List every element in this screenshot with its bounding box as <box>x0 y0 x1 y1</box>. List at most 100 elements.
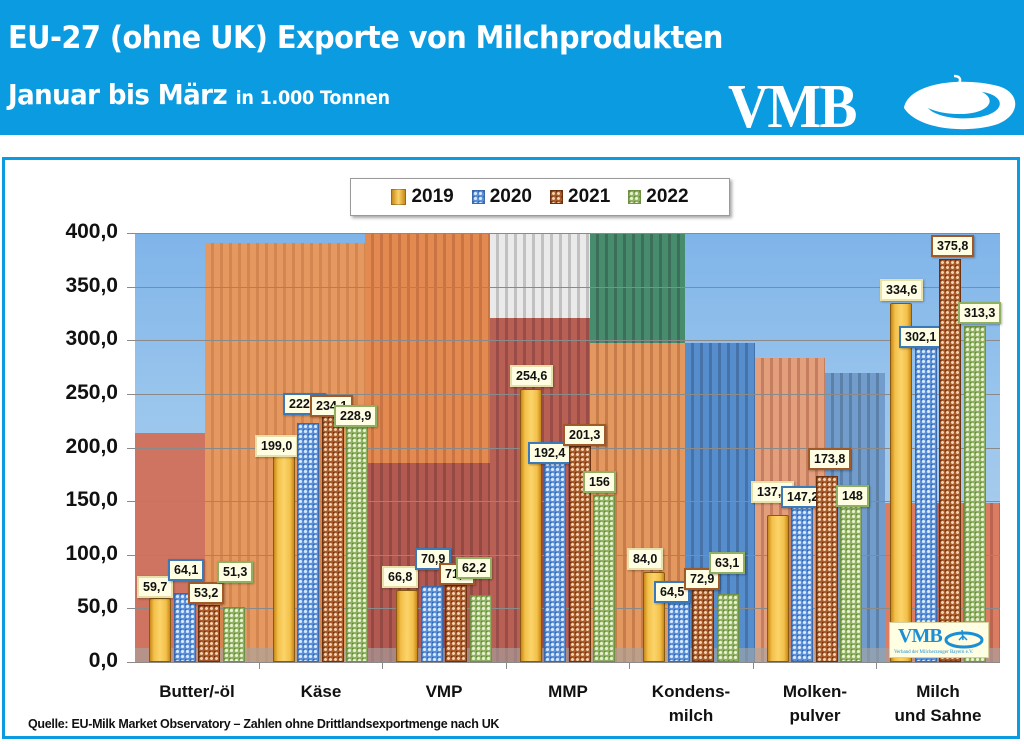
bar-2021 <box>569 446 591 662</box>
legend-label: 2021 <box>568 186 611 207</box>
legend-swatch-2022 <box>628 190 642 204</box>
legend-item-2019: 2019 <box>391 186 454 208</box>
y-tick <box>127 555 135 556</box>
data-label-2022: 228,9 <box>334 405 378 427</box>
data-label-2021: 375,8 <box>931 235 975 257</box>
bar-2020 <box>915 338 937 662</box>
x-category-label: Butter/-öl <box>159 682 235 701</box>
x-category-label: MMP <box>548 682 588 701</box>
gridline <box>135 501 1000 502</box>
y-tick-label: 0,0 <box>88 649 118 672</box>
gridline <box>135 555 1000 556</box>
legend-swatch-2020 <box>471 190 485 204</box>
x-tick <box>876 662 877 669</box>
bar-2020 <box>421 586 443 662</box>
data-label-2021: 53,2 <box>188 582 225 604</box>
gridline <box>135 608 1000 609</box>
x-tick <box>506 662 507 669</box>
bar-2022 <box>470 595 492 662</box>
bg-container <box>590 233 685 343</box>
data-label-2019: 59,7 <box>137 576 174 598</box>
y-tick <box>127 662 135 663</box>
bg-container <box>755 358 825 663</box>
y-tick-label: 100,0 <box>65 542 118 565</box>
bar-2022 <box>593 495 615 662</box>
y-tick <box>127 233 135 234</box>
bar-2021 <box>939 259 961 662</box>
y-tick-label: 400,0 <box>65 220 118 243</box>
legend-label: 2020 <box>489 186 532 207</box>
bar-2019 <box>273 449 295 662</box>
bar-2020 <box>668 593 690 662</box>
subtitle-unit: in 1.000 Tonnen <box>235 87 390 109</box>
bar-2022 <box>964 326 986 662</box>
legend-item-2021: 2021 <box>550 186 610 208</box>
vmb-swirl-icon <box>904 74 1016 130</box>
bar-2021 <box>816 476 838 662</box>
vmb-mini-logo: VMB Verband der Milcherzeuger Bayern e.V… <box>889 622 989 658</box>
y-tick-label: 150,0 <box>65 488 118 511</box>
x-tick <box>753 662 754 669</box>
y-tick <box>127 608 135 609</box>
data-label-2019: 254,6 <box>510 365 554 387</box>
bar-2021 <box>692 584 714 662</box>
y-tick-label: 50,0 <box>77 595 118 618</box>
y-tick <box>127 340 135 341</box>
legend-swatch-2019 <box>391 189 407 205</box>
data-label-2022: 51,3 <box>217 561 254 583</box>
y-tick <box>127 287 135 288</box>
bg-container <box>490 233 590 318</box>
bar-2022 <box>840 503 862 662</box>
bar-2019 <box>890 303 912 662</box>
y-tick <box>127 501 135 502</box>
source-note: Quelle: EU-Milk Market Observatory – Zah… <box>28 717 500 731</box>
legend-item-2020: 2020 <box>471 186 532 208</box>
data-label-2019: 84,0 <box>627 548 664 570</box>
gridline <box>135 233 1000 234</box>
bg-container <box>365 233 490 463</box>
chart-title: EU-27 (ohne UK) Exporte von Milchprodukt… <box>8 20 723 56</box>
data-label-2020: 64,1 <box>168 559 205 581</box>
mini-logo-text: VMB <box>898 625 943 647</box>
y-tick <box>127 394 135 395</box>
data-label-2022: 156 <box>583 471 616 493</box>
bar-2020 <box>174 593 196 662</box>
data-label-2022: 313,3 <box>958 302 1002 324</box>
bar-2022 <box>346 417 368 662</box>
data-label-2019: 334,6 <box>880 279 924 301</box>
legend-label: 2019 <box>411 186 454 207</box>
data-label-2019: 66,8 <box>382 566 419 588</box>
x-category-label: Milch und Sahne <box>894 682 982 725</box>
bar-2020 <box>544 456 566 662</box>
x-tick <box>629 662 630 669</box>
data-label-2020: 64,5 <box>654 581 691 603</box>
y-tick <box>127 448 135 449</box>
y-tick-label: 300,0 <box>65 327 118 350</box>
header-banner: EU-27 (ohne UK) Exporte von Milchprodukt… <box>0 0 1024 141</box>
bar-2022 <box>223 607 245 662</box>
bar-2020 <box>791 504 813 662</box>
bar-2019 <box>396 590 418 662</box>
x-category-label: Käse <box>300 682 342 701</box>
vmb-logo: VMB <box>728 73 857 141</box>
gridline <box>135 340 1000 341</box>
mini-swirl-icon <box>944 629 984 649</box>
bar-2021 <box>322 411 344 662</box>
bar-2020 <box>297 423 319 662</box>
chart-subtitle: Januar bis März in 1.000 Tonnen <box>8 78 390 111</box>
legend-label: 2022 <box>646 186 689 207</box>
data-label-2022: 62,2 <box>456 557 493 579</box>
gridline <box>135 287 1000 288</box>
bar-2021 <box>445 585 467 662</box>
bar-2019 <box>767 515 789 662</box>
data-label-2022: 148 <box>836 485 869 507</box>
data-label-2022: 63,1 <box>709 552 746 574</box>
bar-2019 <box>149 598 171 662</box>
data-label-2019: 199,0 <box>255 435 299 457</box>
data-label-2020: 302,1 <box>899 326 943 348</box>
data-label-2021: 72,9 <box>684 568 721 590</box>
x-category-label: Kondens- milch <box>651 682 731 725</box>
x-tick <box>259 662 260 669</box>
gridline <box>135 394 1000 395</box>
legend-item-2022: 2022 <box>628 186 689 208</box>
